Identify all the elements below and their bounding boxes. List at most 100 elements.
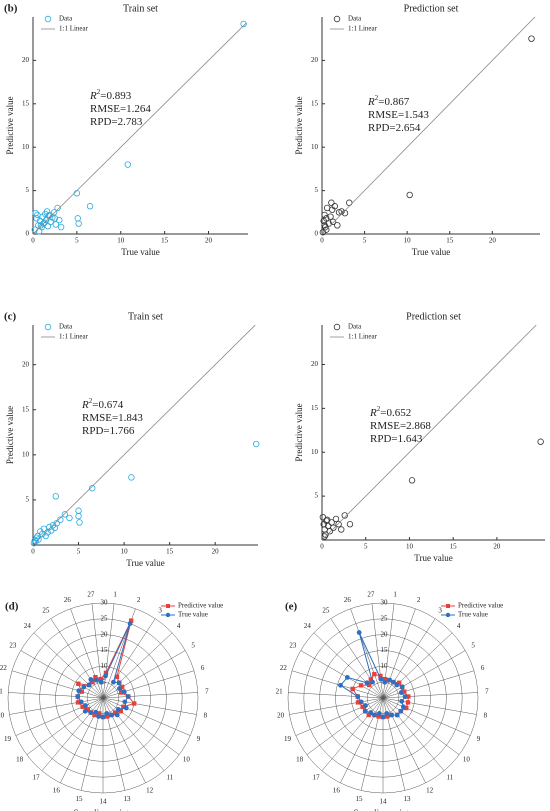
r-tick-label: 20 [101, 630, 109, 638]
data-point [93, 674, 98, 680]
spoke [350, 608, 384, 699]
data-point [321, 211, 328, 219]
r-tick-label: 5 [102, 678, 106, 686]
spoke [102, 697, 191, 736]
data-point [387, 677, 392, 683]
data-point [380, 714, 386, 720]
data-point [383, 676, 388, 682]
data-point [61, 511, 69, 518]
annotation: R2=0.893 [89, 88, 132, 102]
spoke [306, 697, 384, 755]
data-point [51, 524, 59, 532]
spoke [11, 670, 104, 699]
data-point [334, 222, 341, 229]
data-point [364, 680, 370, 686]
annotation: R2=0.674 [81, 397, 124, 411]
x-tick-label: 5 [363, 237, 367, 245]
data-point [335, 209, 343, 216]
data-point [360, 704, 365, 709]
y-tick-label: 15 [22, 99, 30, 107]
legend-label: Data [348, 323, 362, 331]
data-point [114, 674, 120, 680]
x-tick-label: 15 [161, 237, 169, 245]
annotation: RPD=2.654 [368, 122, 421, 134]
data-point [75, 694, 81, 699]
data-point [83, 703, 88, 708]
category-label: 10 [183, 756, 191, 764]
category-label: 21 [276, 688, 284, 696]
data-point [109, 712, 114, 718]
category-label: 15 [356, 795, 364, 803]
data-point [43, 208, 51, 215]
spoke [382, 697, 460, 755]
annotation: RPD=1.643 [370, 433, 423, 445]
legend-marker [333, 15, 341, 23]
annotation-text: RPD=2.783 [90, 116, 143, 128]
identity-line [321, 16, 536, 235]
data-point [372, 671, 377, 677]
data-point [125, 694, 131, 699]
spoke [382, 670, 475, 699]
y-axis-label: Predictive value [294, 96, 304, 154]
data-point [346, 521, 354, 528]
panel-label: (d) [5, 601, 19, 613]
data-point [118, 709, 123, 714]
spoke [382, 697, 477, 715]
data-point [332, 515, 340, 523]
data-point [394, 712, 400, 718]
data-point [338, 526, 345, 533]
data-point [323, 226, 330, 233]
category-label: 9 [197, 735, 201, 743]
x-axis-label: True value [414, 553, 452, 563]
spoke [102, 670, 195, 699]
category-label: 6 [481, 664, 485, 672]
data-point [88, 677, 94, 682]
category-label: 1 [113, 590, 117, 598]
category-label: 5 [191, 642, 195, 650]
data-point [399, 684, 405, 690]
x-tick-label: 20 [205, 237, 213, 245]
data-point [346, 199, 353, 206]
y-tick-label: 10 [22, 143, 30, 151]
category-label: 11 [166, 773, 173, 781]
data-point [400, 704, 406, 710]
data-point [378, 676, 384, 682]
data-point [75, 512, 82, 520]
data-point [116, 680, 122, 686]
annotation-sup: 2 [97, 88, 101, 96]
category-label: 23 [9, 642, 17, 650]
data-point [335, 521, 342, 528]
data-point [363, 703, 368, 708]
category-label: 23 [289, 642, 297, 650]
data-point [111, 679, 116, 685]
data-point [389, 712, 394, 718]
data-point [391, 679, 396, 685]
data-point [321, 222, 328, 229]
radar-line [339, 632, 406, 718]
data-point [35, 228, 43, 235]
spoke [102, 618, 156, 699]
data-point [404, 705, 409, 711]
data-point [75, 220, 82, 227]
data-point [40, 525, 48, 532]
spoke [291, 670, 384, 699]
spoke [295, 697, 384, 736]
r-tick-label: 30 [101, 599, 109, 607]
r-tick-label: 20 [381, 630, 389, 638]
data-point [115, 706, 121, 712]
data-point [81, 684, 87, 690]
r-tick-label: 10 [381, 662, 389, 670]
panel-label: (e) [285, 601, 298, 613]
x-tick-label: 0 [320, 543, 324, 551]
data-point [321, 526, 328, 533]
category-label: 7 [485, 688, 489, 696]
data-point [35, 536, 42, 543]
legend-label: True value [178, 611, 208, 619]
spoke [20, 650, 104, 699]
panel-label: (c) [4, 311, 17, 323]
y-tick-label: 20 [311, 56, 319, 64]
data-point [85, 707, 90, 712]
legend-marker [333, 323, 341, 331]
r-tick-label: 30 [381, 599, 389, 607]
